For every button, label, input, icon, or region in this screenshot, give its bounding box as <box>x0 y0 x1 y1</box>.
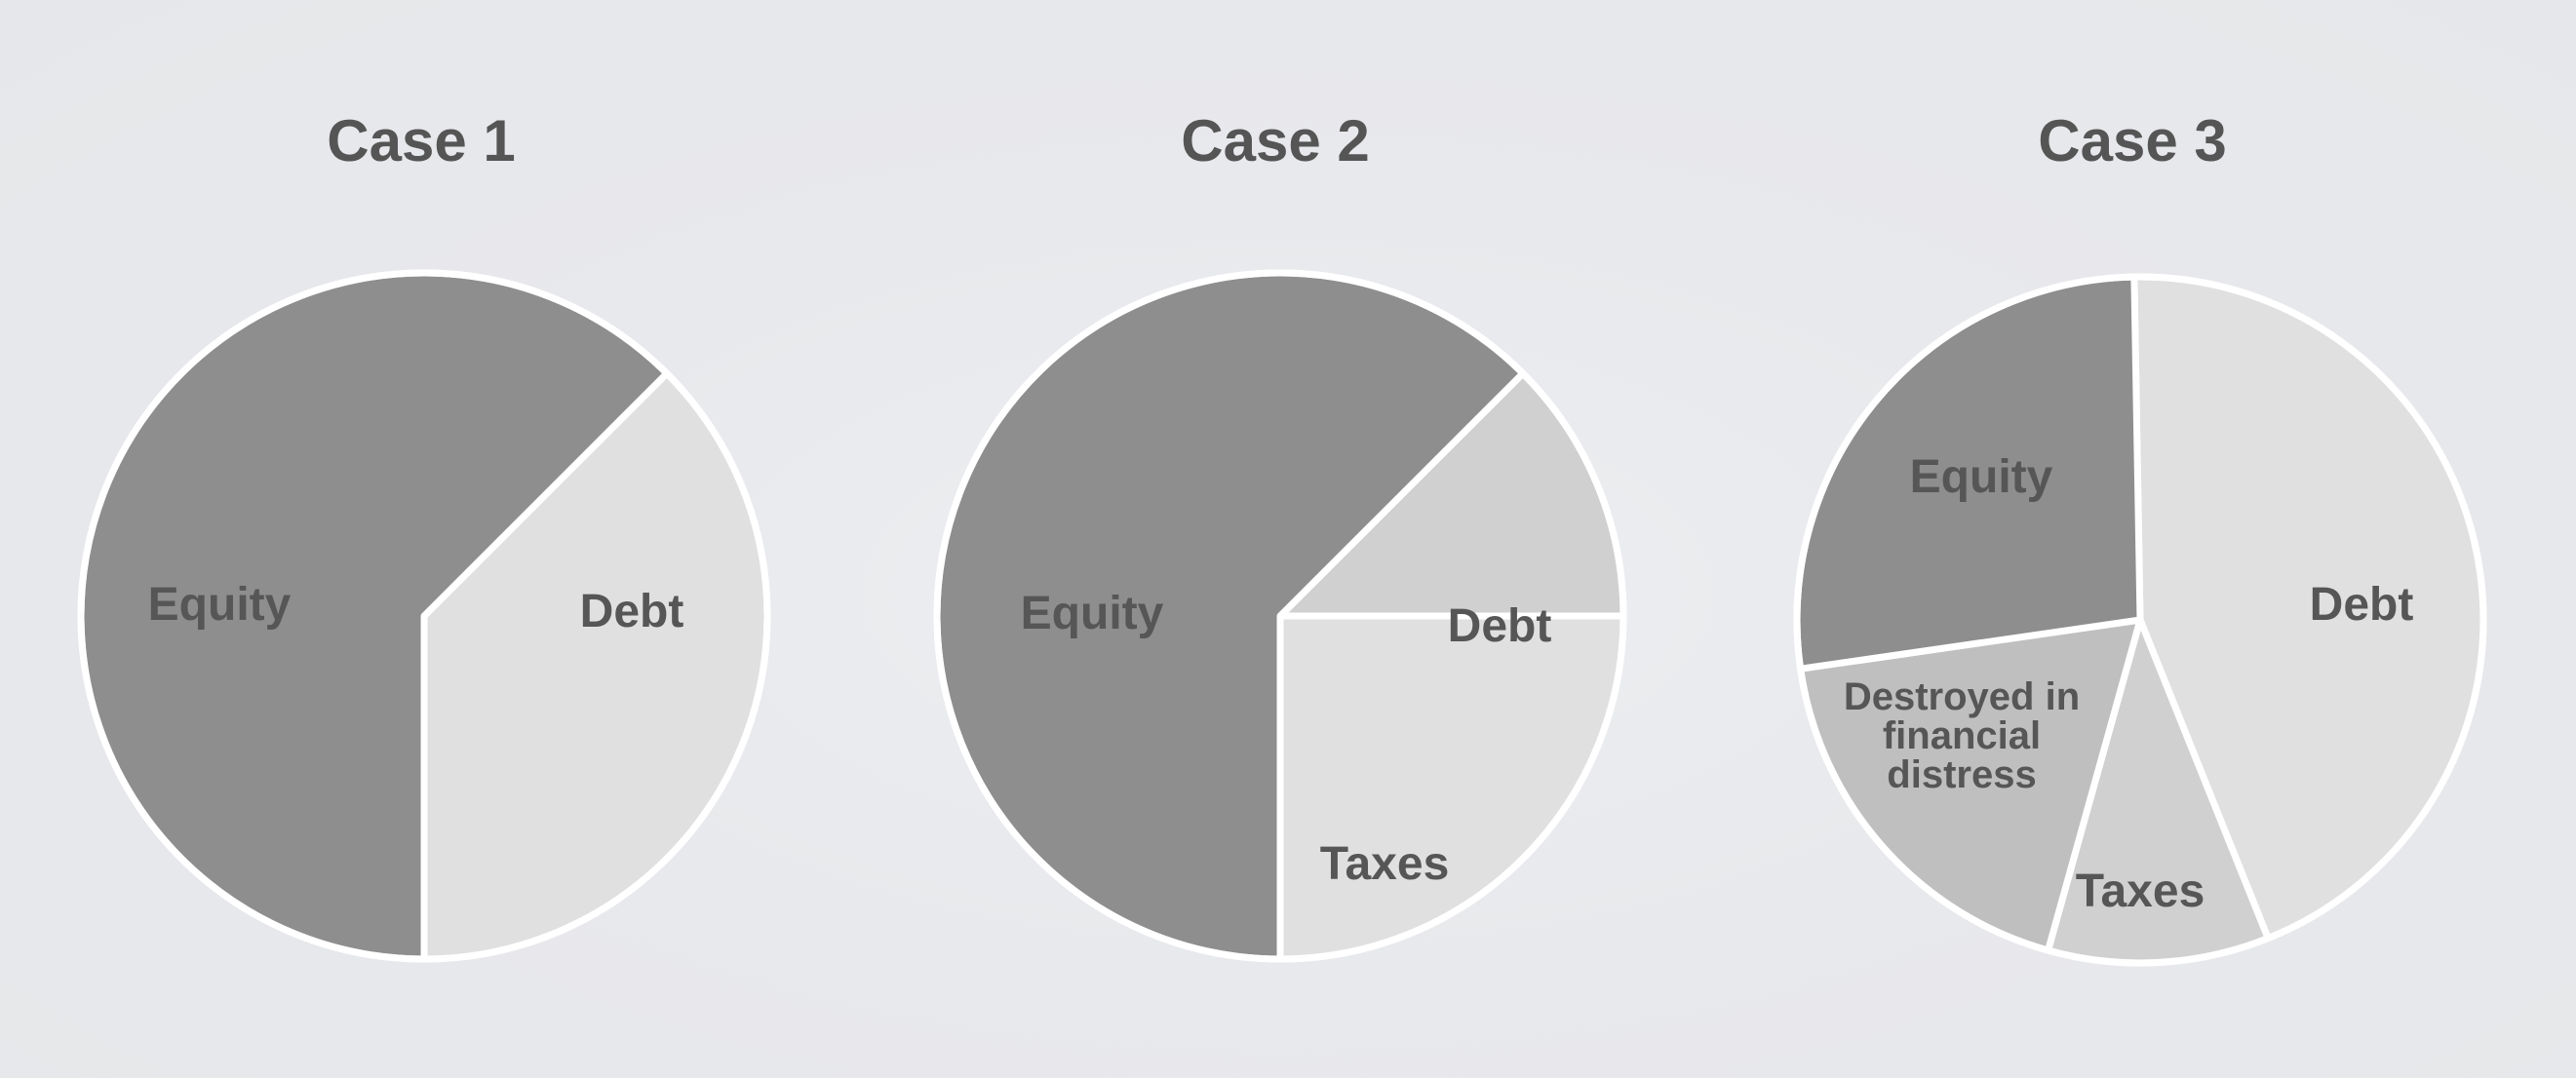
case-2-slice-debt <box>1276 612 1627 963</box>
case-2-title: Case 2 <box>1181 108 1369 173</box>
case-3-label-debt: Debt <box>2310 579 2414 631</box>
case-2-label-debt: Debt <box>1448 600 1552 652</box>
case-1-chart: Case 1 Debt Equity <box>77 108 771 963</box>
case-3-label-distress: Destroyed in financial distress <box>1844 675 2080 796</box>
case-3-label-equity: Equity <box>1910 451 2053 503</box>
case-3-outline <box>1793 273 2487 967</box>
case-1-labels: Debt Equity <box>148 579 684 637</box>
case-3-label-taxes: Taxes <box>2076 866 2205 917</box>
case-2-chart: Case 2 Debt Taxes Equity <box>933 108 1627 963</box>
case-1-label-debt: Debt <box>580 586 684 637</box>
case-1-title: Case 1 <box>327 108 515 173</box>
case-2-labels: Debt Taxes Equity <box>1021 588 1552 890</box>
case-3-title: Case 3 <box>2038 108 2226 173</box>
case-3-labels: Debt Taxes Destroyed in financial distress… <box>1844 451 2413 917</box>
case-3-chart: Case 3 Debt Taxes Destroyed in financial d… <box>1793 108 2487 967</box>
case-1-outline <box>77 269 771 963</box>
case-2-outline <box>933 269 1627 963</box>
case-2-label-equity: Equity <box>1021 588 1164 639</box>
case-1-label-equity: Equity <box>148 579 292 631</box>
case-2-label-taxes: Taxes <box>1320 838 1450 890</box>
